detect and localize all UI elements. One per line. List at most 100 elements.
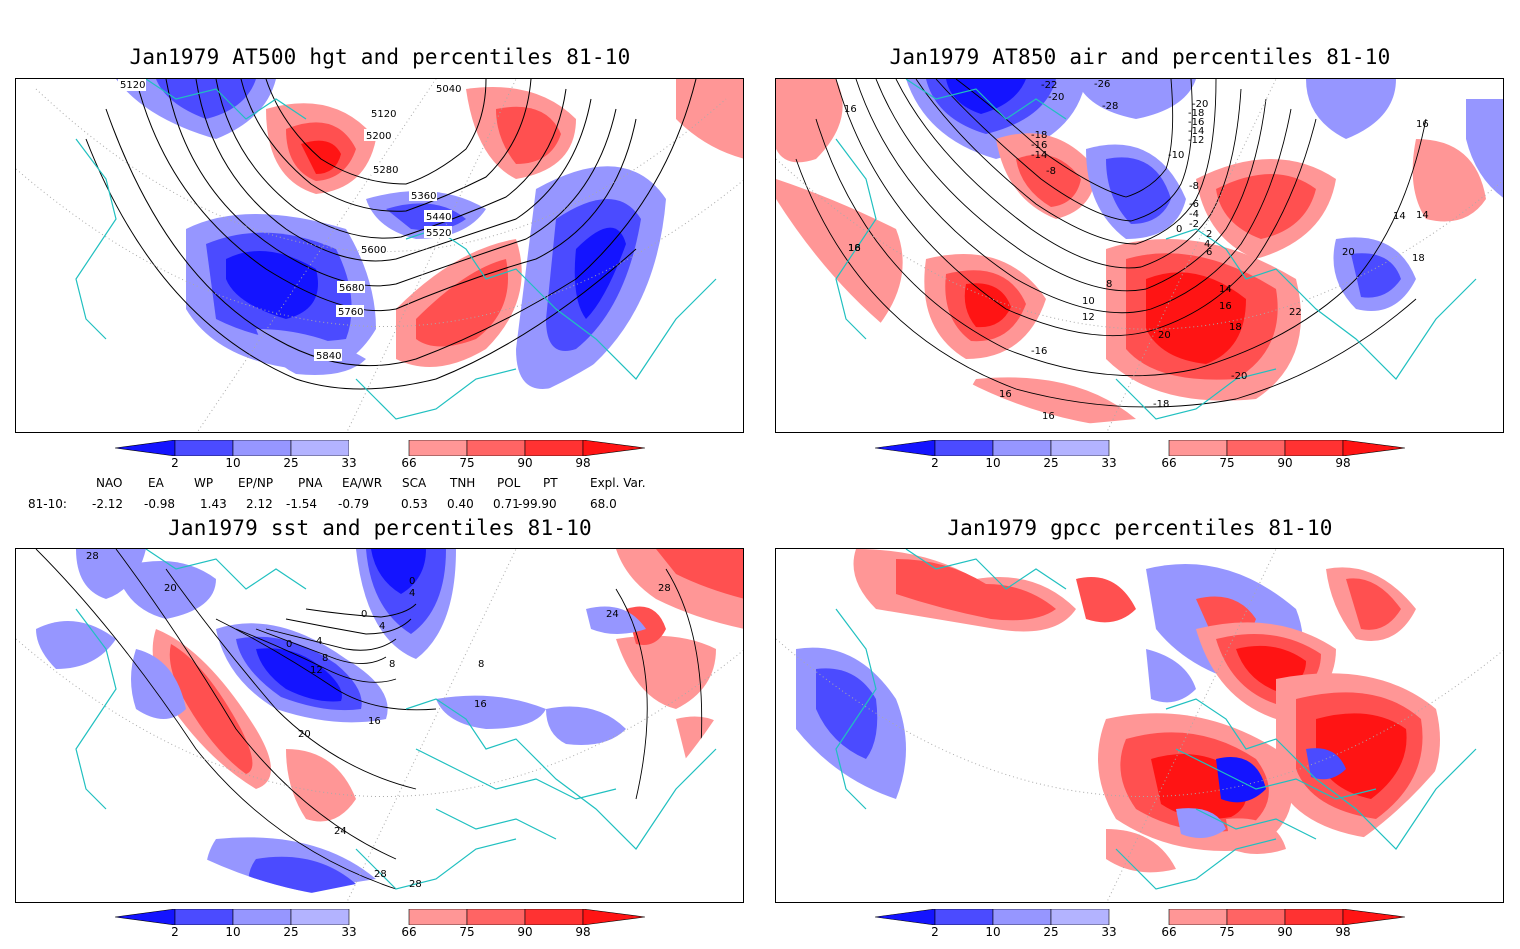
contour-label: 0 (286, 639, 292, 650)
colorbar-label: 90 (1277, 925, 1293, 939)
contour-label: 16 (999, 389, 1012, 400)
index-value: -0.98 (144, 497, 176, 511)
contour-label: -20 (1192, 99, 1208, 110)
contour-label: 8 (478, 659, 484, 670)
contour-label: 28 (409, 879, 422, 890)
colorbar-label: 2 (931, 456, 939, 470)
contour-label: 22 (1289, 307, 1302, 318)
index-header: POL (497, 476, 521, 490)
contour-label: -18 (1188, 108, 1204, 119)
index-values: 81-10: -2.12 -0.98 1.43 2.12 -1.54 -0.79… (0, 497, 760, 513)
contour-label: -12 (1188, 135, 1204, 146)
colorbar-label: 98 (575, 456, 591, 470)
index-value: 0.40 (447, 497, 474, 511)
contour-label: 16 (474, 699, 487, 710)
contour-label: 5280 (373, 165, 398, 176)
map-panel-air850: 16 -22 -20 -26 -28 -20 -18 -16 -14 -12 -… (775, 78, 1504, 433)
contour-label: 20 (298, 729, 311, 740)
index-header: Expl. Var. (590, 476, 646, 490)
contour-label: -14 (1031, 150, 1047, 161)
index-header: EA (148, 476, 164, 490)
index-value: -1.54 (286, 497, 318, 511)
colorbar-label: 10 (225, 456, 241, 470)
contour-label: 8 (389, 659, 395, 670)
index-header: PNA (298, 476, 323, 490)
contour-label: 14 (1219, 284, 1232, 295)
contour-label: 0 (1176, 224, 1182, 235)
contour-label: 16 (1219, 301, 1232, 312)
contour-label: 18 (1412, 253, 1425, 264)
index-header: PT (543, 476, 558, 490)
contour-label: 28 (658, 583, 671, 594)
colorbar-label: 66 (1161, 456, 1177, 470)
contour-label: 20 (164, 583, 177, 594)
index-header: EP/NP (238, 476, 274, 490)
contour-label: -10 (1168, 150, 1184, 161)
colorbar-label: 2 (931, 925, 939, 939)
contour-label: 2 (1206, 229, 1212, 240)
index-headers: NAO EA WP EP/NP PNA EA/WR SCA TNH POL PT… (0, 476, 760, 492)
contour-label: 16 (844, 104, 857, 115)
colorbar-label: 25 (1043, 456, 1059, 470)
colorbar-label: 33 (1101, 925, 1117, 939)
colorbar-label: 25 (283, 456, 299, 470)
contour-label: 18 (848, 243, 861, 254)
contour-label: 4 (316, 636, 322, 647)
contour-label: -2 (1189, 219, 1199, 230)
panel-title-air850: Jan1979 AT850 air and percentiles 81-10 (889, 45, 1391, 69)
index-value: -2.12 (92, 497, 124, 511)
contour-label: 16 (1042, 411, 1055, 422)
map-panel-sst: 28 20 0 4 8 12 16 20 24 28 28 0 4 0 4 8 … (15, 548, 744, 903)
contour-label: 5840 (316, 351, 341, 362)
contour-label: -18 (1153, 399, 1169, 410)
index-value: 68.0 (590, 497, 617, 511)
contour-label: -8 (1046, 166, 1056, 177)
colorbar-label: 25 (1043, 925, 1059, 939)
contour-label: 16 (1416, 119, 1429, 130)
colorbar-label: 33 (341, 925, 357, 939)
contour-label: 18 (1229, 322, 1242, 333)
index-header: WP (194, 476, 214, 490)
colorbar-label: 90 (1277, 456, 1293, 470)
contour-label: 0 (361, 609, 367, 620)
contour-label: -16 (1031, 346, 1047, 357)
contour-label: 24 (606, 609, 619, 620)
contour-label: 16 (368, 716, 381, 727)
contour-label: -6 (1189, 199, 1199, 210)
contour-label: -20 (1231, 371, 1247, 382)
contour-label: 5040 (436, 84, 461, 95)
contour-label: 12 (1082, 312, 1095, 323)
colorbar-label: 75 (459, 456, 475, 470)
contour-label: 20 (1342, 247, 1355, 258)
index-header: NAO (96, 476, 123, 490)
contour-label: 5120 (371, 109, 396, 120)
index-value: 0.71 (493, 497, 520, 511)
colorbar-label: 10 (985, 456, 1001, 470)
colorbar-sst: 2 10 25 33 66 75 90 98 (114, 908, 646, 949)
contour-label: 5360 (411, 191, 436, 202)
contour-label: 0 (409, 576, 415, 587)
contour-label: -26 (1094, 79, 1110, 90)
index-value: -99.90 (518, 497, 557, 511)
index-header: SCA (402, 476, 427, 490)
colorbar-gpcc: 2 10 25 33 66 75 90 98 (874, 908, 1406, 949)
contour-label: 4 (409, 588, 415, 599)
contour-label: 4 (379, 621, 385, 632)
colorbar-label: 2 (171, 925, 179, 939)
map-panel-gpcc (775, 548, 1504, 903)
index-value: -0.79 (338, 497, 370, 511)
index-value: 0.53 (401, 497, 428, 511)
contour-label: 5680 (339, 283, 364, 294)
index-header: EA/WR (342, 476, 383, 490)
contour-label: -14 (1188, 126, 1204, 137)
contour-label: -20 (1048, 92, 1064, 103)
index-value: 2.12 (246, 497, 273, 511)
colorbar-label: 90 (517, 456, 533, 470)
contour-label: 24 (334, 826, 347, 837)
contour-label: -22 (1041, 80, 1057, 91)
contour-label: 5520 (426, 228, 451, 239)
colorbar-label: 75 (1219, 456, 1235, 470)
contour-label: 14 (1393, 211, 1406, 222)
contour-label: 20 (1158, 330, 1171, 341)
colorbar-label: 25 (283, 925, 299, 939)
